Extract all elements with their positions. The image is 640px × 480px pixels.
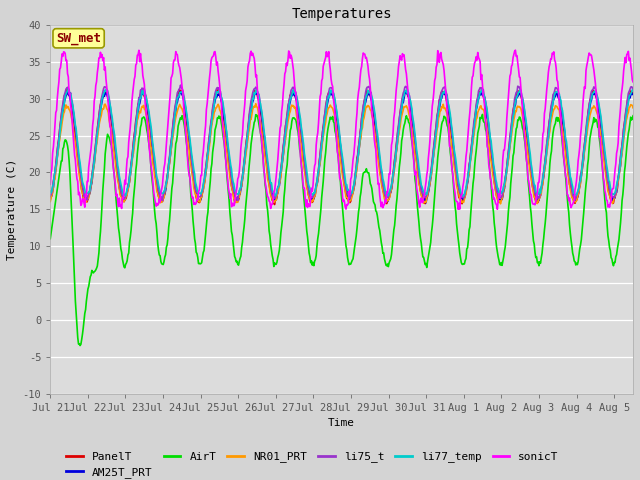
Text: SW_met: SW_met: [56, 32, 101, 45]
X-axis label: Time: Time: [328, 418, 355, 428]
Title: Temperatures: Temperatures: [291, 7, 392, 21]
Y-axis label: Temperature (C): Temperature (C): [7, 158, 17, 260]
Legend: PanelT, AM25T_PRT, AirT, NR01_PRT, li75_t, li77_temp, sonicT: PanelT, AM25T_PRT, AirT, NR01_PRT, li75_…: [62, 447, 563, 480]
